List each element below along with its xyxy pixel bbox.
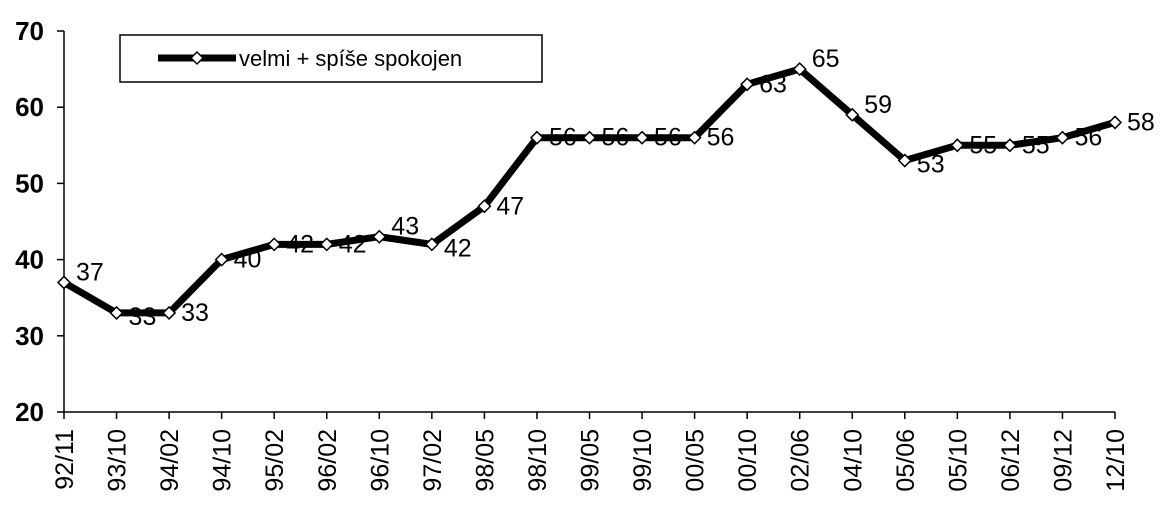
data-label: 56	[602, 124, 630, 152]
x-tick-label: 00/10	[734, 429, 762, 492]
x-tick-label: 96/02	[314, 429, 342, 492]
data-label: 53	[917, 151, 945, 179]
data-point-marker	[897, 153, 912, 168]
data-label: 55	[969, 131, 997, 159]
data-point-marker	[582, 130, 597, 145]
y-tick-label: 20	[15, 397, 44, 427]
data-label: 33	[181, 299, 209, 327]
x-tick-label: 04/10	[839, 429, 867, 492]
series-layer	[56, 62, 1123, 321]
x-tick-label: 93/10	[104, 429, 132, 492]
data-point-marker	[634, 130, 650, 145]
data-point-marker	[950, 138, 965, 153]
data-label: 59	[864, 91, 892, 119]
data-label: 56	[1074, 124, 1102, 152]
data-point-marker	[792, 62, 807, 77]
x-tick-label: 12/10	[1102, 429, 1130, 492]
data-point-marker	[56, 275, 72, 290]
y-tick-label: 30	[15, 321, 44, 351]
data-label: 63	[759, 70, 787, 98]
x-tick-label: 05/06	[892, 429, 920, 492]
x-tick-label: 94/02	[156, 429, 184, 492]
legend: velmi + spíše spokojen	[119, 34, 543, 83]
x-tick-label: 97/02	[419, 429, 447, 492]
x-tick-label: 00/05	[682, 429, 710, 492]
data-point-marker	[109, 305, 124, 321]
data-label: 42	[339, 230, 367, 258]
y-tick-label: 60	[15, 92, 44, 122]
x-axis-ticks: 92/11 93/10 94/02 94/10 95/02 96/02 96/10 97/02…	[51, 412, 1130, 492]
legend-series-label: velmi + spíše spokojen	[239, 46, 462, 71]
y-tick-label: 70	[15, 16, 44, 46]
x-tick-label: 96/10	[366, 429, 394, 492]
data-point-marker	[319, 237, 334, 252]
data-point-marker	[1055, 130, 1070, 145]
data-label: 47	[496, 192, 524, 220]
data-label: 43	[391, 213, 419, 241]
data-label: 65	[812, 45, 840, 73]
data-point-marker	[1002, 138, 1017, 153]
y-tick-label: 50	[15, 168, 44, 198]
data-point-marker	[845, 107, 860, 122]
data-point-marker	[477, 199, 492, 214]
data-point-marker	[424, 237, 439, 252]
x-tick-label: 94/10	[209, 429, 237, 492]
x-tick-label: 09/12	[1049, 429, 1077, 492]
data-point-marker	[267, 237, 282, 252]
data-label: 58	[1127, 108, 1155, 136]
data-point-marker	[687, 130, 702, 145]
data-label: 40	[234, 246, 262, 274]
data-label: 37	[76, 258, 104, 286]
x-tick-label: 95/02	[261, 429, 289, 492]
y-tick-label: 40	[15, 245, 44, 275]
x-tick-label: 06/12	[997, 429, 1025, 492]
data-label: 42	[286, 230, 314, 258]
x-tick-label: 05/10	[944, 429, 972, 492]
series-line	[62, 65, 1116, 317]
x-tick-label: 98/10	[524, 429, 552, 492]
x-tick-label: 98/05	[471, 429, 499, 492]
data-label: 56	[707, 124, 735, 152]
x-tick-label: 99/10	[629, 429, 657, 492]
data-label: 56	[549, 124, 577, 152]
legend-marker-diamond	[189, 50, 205, 66]
data-label: 56	[654, 124, 682, 152]
x-tick-label: 02/06	[787, 429, 815, 492]
axes	[63, 31, 1115, 413]
data-point-marker	[372, 229, 387, 244]
data-label: 33	[129, 303, 157, 331]
y-axis-ticks: 20 30 40 50 60 70	[15, 16, 64, 427]
x-tick-label: 99/05	[577, 429, 605, 492]
data-point-marker	[162, 305, 177, 321]
data-label: 55	[1022, 131, 1050, 159]
data-labels: 37 33 33 40 42 42 43 42 47 56 56 56 56 63 65 59 53 55 55 56…	[76, 45, 1155, 331]
data-label: 42	[444, 234, 472, 262]
data-point-marker	[529, 130, 545, 145]
data-point-marker	[740, 77, 755, 92]
x-tick-label: 92/11	[51, 429, 79, 490]
data-point-marker	[1107, 115, 1123, 130]
data-point-marker	[214, 252, 229, 267]
